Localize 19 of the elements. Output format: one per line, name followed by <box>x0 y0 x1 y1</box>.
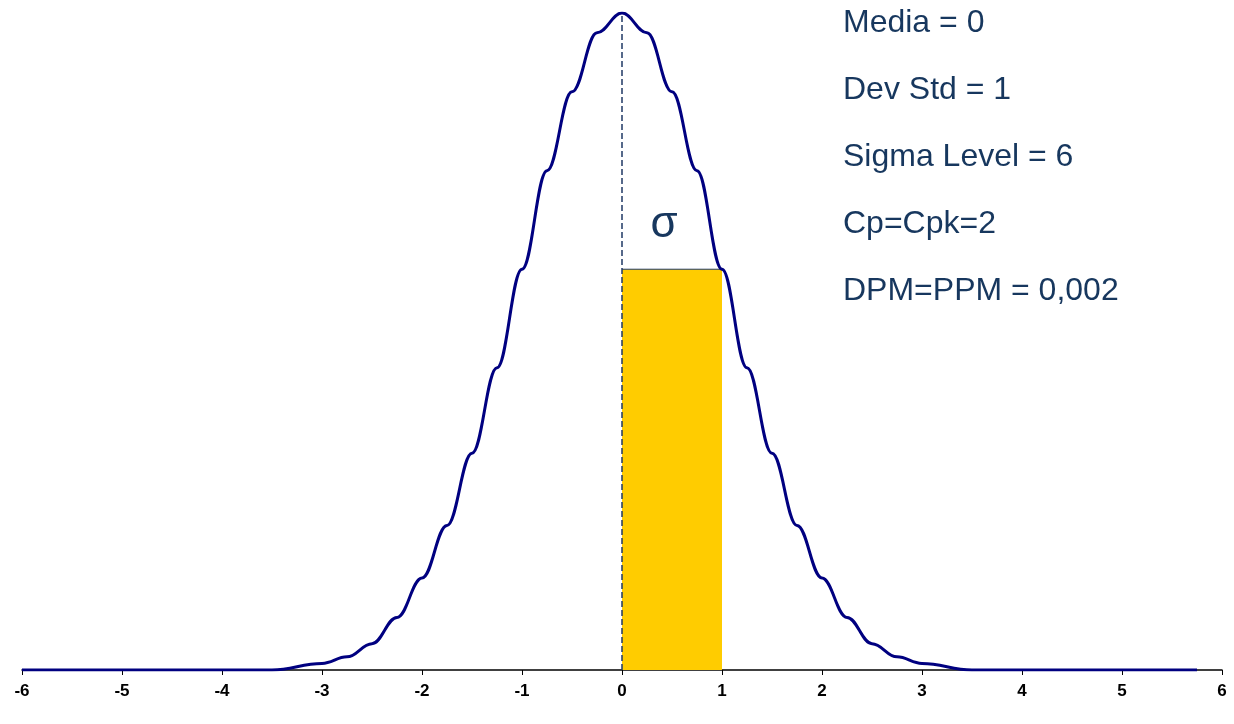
annotation: Sigma Level = 6 <box>843 137 1074 173</box>
annotation: Media = 0 <box>843 3 985 39</box>
x-tick-label: -4 <box>214 681 231 700</box>
x-tick-label: -6 <box>14 681 30 700</box>
x-tick-label: 6 <box>1217 681 1227 700</box>
annotation: σ <box>650 196 678 246</box>
x-tick-label: -5 <box>114 681 130 700</box>
x-tick-label: -3 <box>314 681 330 700</box>
x-tick-label: -1 <box>514 681 530 700</box>
x-tick-label: -2 <box>414 681 430 700</box>
x-tick-label: 4 <box>1017 681 1028 700</box>
annotation: Cp=Cpk=2 <box>843 204 996 240</box>
x-tick-label: 2 <box>817 681 827 700</box>
annotation: DPM=PPM = 0,002 <box>843 271 1119 307</box>
x-tick-label: 5 <box>1117 681 1127 700</box>
x-tick-label: 3 <box>917 681 927 700</box>
x-tick-label: 1 <box>717 681 727 700</box>
x-tick-label: 0 <box>617 681 627 700</box>
annotation: Dev Std = 1 <box>843 70 1012 106</box>
